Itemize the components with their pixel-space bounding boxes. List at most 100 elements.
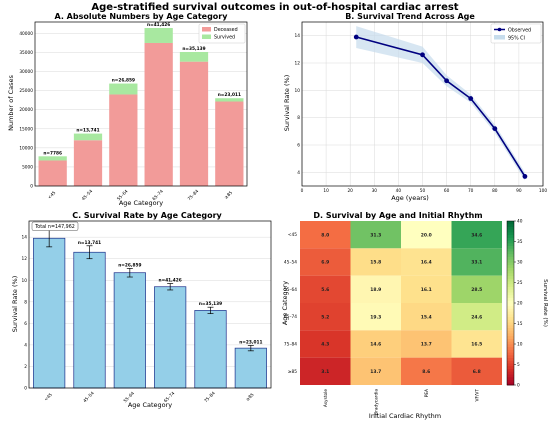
colorbar-segment xyxy=(507,319,514,323)
colorbar-segment xyxy=(507,376,514,380)
colorbar-segment xyxy=(507,357,514,361)
heatmap-cell xyxy=(350,275,401,303)
heatmap-cell xyxy=(451,357,502,385)
colorbar-segment xyxy=(507,352,514,356)
heatmap-cell-label: 13.7 xyxy=(370,369,381,375)
x-tick-label: 80 xyxy=(492,188,498,194)
x-tick-label: 50 xyxy=(420,188,426,194)
heatmap-cell xyxy=(401,221,452,249)
bar-survived xyxy=(144,28,173,43)
colorbar-segment xyxy=(507,251,514,255)
legend-survived-swatch xyxy=(202,34,211,39)
colorbar-segment xyxy=(507,335,514,339)
y-tick-label: <45 xyxy=(288,232,297,238)
observed-point xyxy=(492,126,498,131)
heatmap-cell xyxy=(451,275,502,303)
y-tick-label: 25000 xyxy=(19,88,33,94)
heatmap-cell-label: 34.6 xyxy=(471,232,482,238)
panel-d-heatmap: D. Survival by Age and Initial Rhythm In… xyxy=(281,211,548,420)
bar-deceased xyxy=(215,101,244,186)
heatmap-cell-label: 15.4 xyxy=(421,314,432,320)
heatmap-cell xyxy=(350,248,401,276)
y-tick-label: 35000 xyxy=(19,50,33,56)
bar-annotation: n=26,859 xyxy=(112,78,135,84)
bar-deceased xyxy=(179,61,209,186)
y-tick-label: 6 xyxy=(297,143,300,149)
colorbar-segment xyxy=(507,308,514,312)
y-tick-label: 8 xyxy=(24,299,27,305)
y-tick-label: 10 xyxy=(22,278,28,284)
panel-a-title: A. Absolute Numbers by Age Category xyxy=(55,12,229,21)
y-tick-label: 6 xyxy=(24,321,27,327)
x-tick-label: 0 xyxy=(301,188,304,194)
bar-deceased xyxy=(38,160,67,186)
bar-annotation: n=23,011 xyxy=(218,92,241,98)
x-tick-label: 45–54 xyxy=(82,390,96,404)
bar-survival-rate xyxy=(194,310,227,389)
y-tick-label: 5000 xyxy=(22,164,33,170)
legend-ci-label: 95% CI xyxy=(508,36,525,42)
colorbar-segment xyxy=(507,256,514,260)
y-tick-label: 8 xyxy=(297,115,300,121)
x-tick-label: 70 xyxy=(468,188,474,194)
y-tick-label: 0 xyxy=(24,386,27,392)
colorbar-segment xyxy=(507,278,514,282)
colorbar-segment xyxy=(507,330,514,334)
figure-suptitle: Age-stratified survival outcomes in out-… xyxy=(91,2,458,13)
panel-a-stacked-bar-chart: A. Absolute Numbers by Age Category Age … xyxy=(7,12,248,207)
colorbar-label: Survival Rate (%) xyxy=(542,279,548,327)
heatmap-cell xyxy=(300,275,351,303)
y-tick-label: ≥85 xyxy=(288,369,297,375)
colorbar-tick-label: 40 xyxy=(517,219,523,225)
panel-c-title: C. Survival Rate by Age Category xyxy=(72,211,222,220)
panel-c-bar-chart: C. Survival Rate by Age Category Age Cat… xyxy=(11,211,272,409)
x-tick-label: VF/VT xyxy=(474,389,480,402)
bar-survival-rate xyxy=(154,286,187,389)
colorbar-segment xyxy=(507,267,514,271)
heatmap-cell-label: 16.1 xyxy=(421,287,432,293)
x-tick-label: 30 xyxy=(372,188,378,194)
bar-survived xyxy=(109,83,138,95)
bar-deceased xyxy=(109,94,138,186)
colorbar-segment xyxy=(507,221,514,225)
colorbar-segment xyxy=(507,264,514,268)
colorbar-segment xyxy=(507,338,514,342)
heatmap-cell xyxy=(451,248,502,276)
bar-survival-rate xyxy=(73,251,106,389)
colorbar-segment xyxy=(507,324,514,328)
colorbar-segment xyxy=(507,259,514,263)
x-tick-label: 100 xyxy=(539,188,547,194)
legend-ci-swatch xyxy=(494,35,505,40)
heatmap-cell-label: 4.3 xyxy=(321,342,329,348)
bar-survived xyxy=(179,51,209,62)
bar-annotation: n=7786 xyxy=(43,150,62,156)
colorbar-tick-label: 35 xyxy=(517,239,523,245)
colorbar-tick-label: 5 xyxy=(517,362,520,368)
bar-survived xyxy=(38,156,67,161)
y-tick-label: 15000 xyxy=(19,126,33,132)
colorbar-segment xyxy=(507,245,514,249)
legend-deceased-label: Deceased xyxy=(214,27,238,33)
heatmap-cell-label: 33.1 xyxy=(471,260,482,266)
colorbar-segment xyxy=(507,289,514,293)
x-tick-label: 20 xyxy=(347,188,353,194)
y-tick-label: 14 xyxy=(22,235,28,241)
colorbar-segment xyxy=(507,292,514,296)
legend-survived-label: Survived xyxy=(214,35,235,41)
colorbar-segment xyxy=(507,316,514,320)
observed-point xyxy=(522,174,528,179)
panel-d-title: D. Survival by Age and Initial Rhythm xyxy=(313,211,482,220)
x-tick-label: <45 xyxy=(43,392,54,403)
colorbar-segment xyxy=(507,346,514,350)
colorbar-segment xyxy=(507,270,514,274)
panel-b-title: B. Survival Trend Across Age xyxy=(345,12,475,21)
x-tick-label: 60 xyxy=(444,188,450,194)
heatmap-cell xyxy=(350,357,401,385)
colorbar-segment xyxy=(507,242,514,246)
colorbar-segment xyxy=(507,371,514,375)
panel-d-ylabel: Age Category xyxy=(281,281,289,325)
y-tick-label: 12 xyxy=(295,61,301,67)
bar-annotation: n=13,741 xyxy=(76,128,99,134)
heatmap-cell xyxy=(300,330,351,358)
colorbar-tick-label: 0 xyxy=(517,383,520,389)
